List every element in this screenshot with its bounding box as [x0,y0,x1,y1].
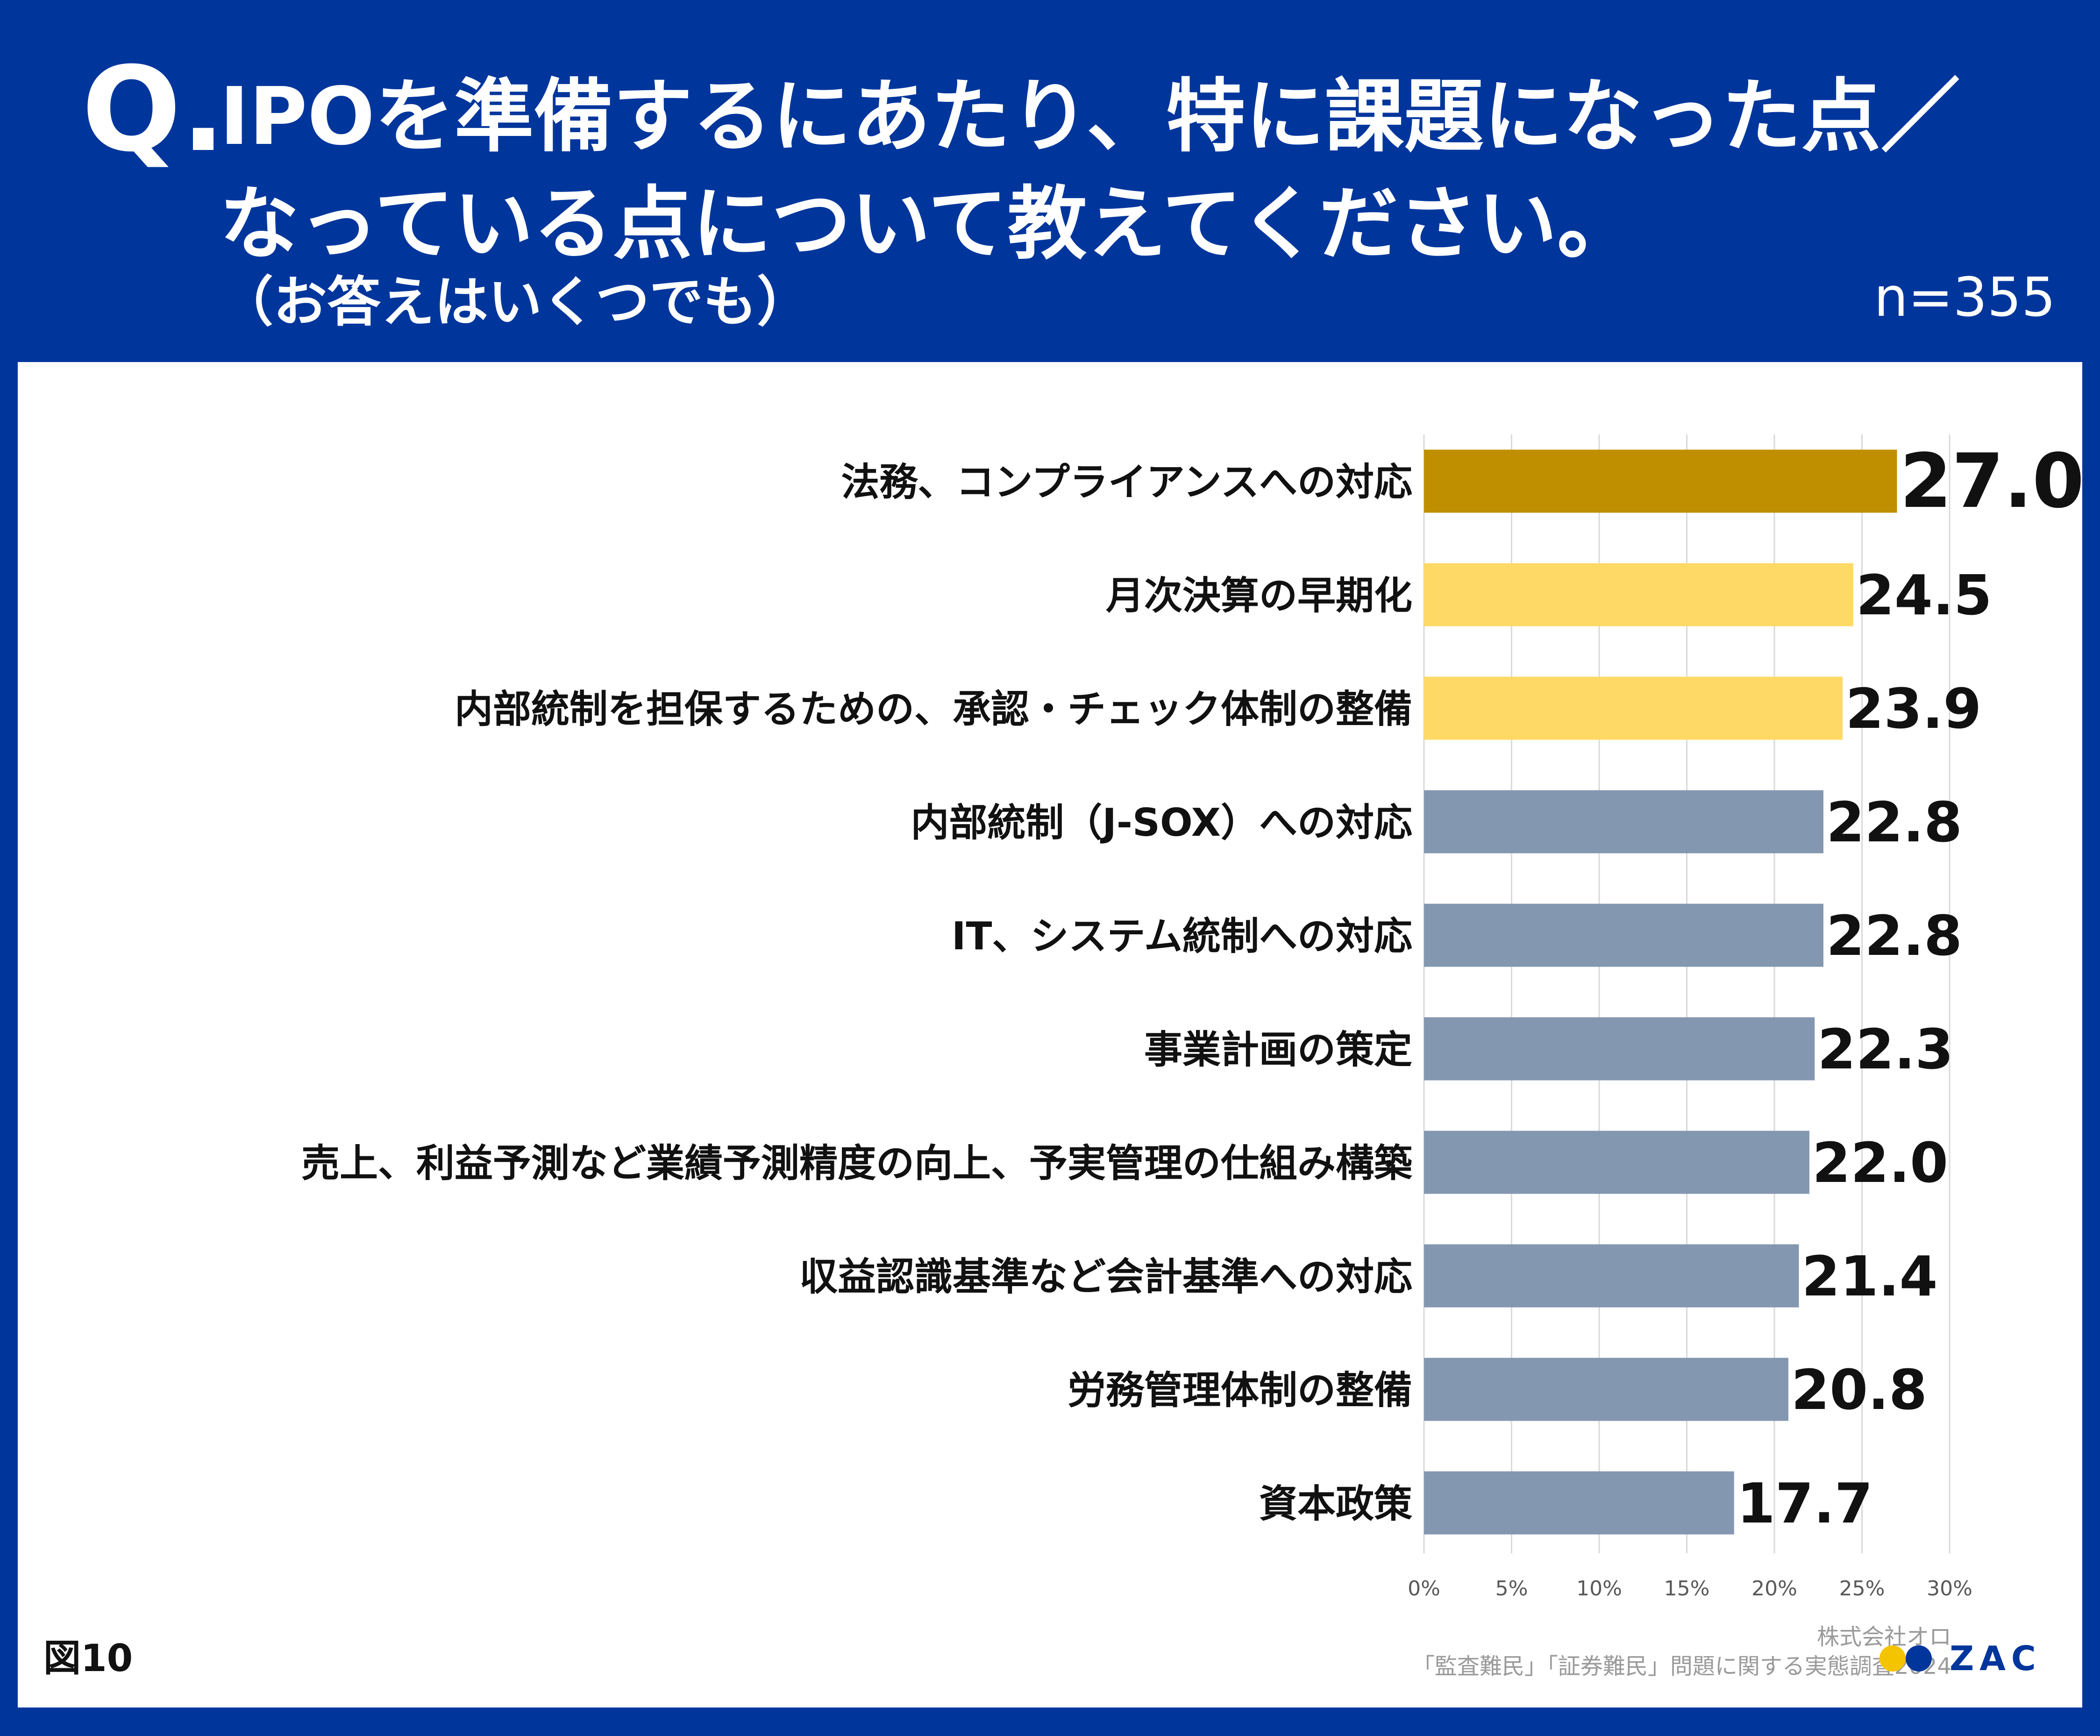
x-tick-label: 5% [1495,1577,1528,1601]
sample-size: n=355 [1874,266,2056,329]
data-label: 22.8 [1826,790,1962,854]
q-mark: Q. [82,42,226,178]
category-label: 内部統制を担保するための、承認・チェック体制の整備 [455,687,1412,732]
question-line-2: なっている点について教えてください。 [220,178,1637,270]
bar [1424,1017,1815,1081]
survey-credit: 「監査難民」「証券難民」問題に関する実態調査2024 [1412,1653,1951,1679]
question-header: Q. IPOを準備するにあたり、特に課題になった点／ なっている点について教えて… [0,0,2100,360]
logo-blue-dot [1906,1645,1932,1672]
category-label: 月次決算の早期化 [1106,574,1412,618]
data-label: 22.3 [1817,1017,1953,1081]
category-label: 資本政策 [1259,1482,1412,1526]
x-tick-label: 25% [1839,1577,1885,1601]
data-label: 24.5 [1856,563,1992,627]
bar [1424,904,1823,967]
data-label: 17.7 [1737,1471,1873,1536]
chart-panel: 0% 5% 10% 15% 20% 25% 30% 法務、コンプライアンスへの対応 27.0 月次… [18,362,2082,1708]
bar [1424,1244,1799,1308]
x-tick-label: 10% [1576,1577,1622,1601]
bar [1424,1131,1809,1194]
x-tick-label: 20% [1751,1577,1797,1601]
zac-logo: ZAC [1879,1640,2066,1677]
category-label: 収益認識基準など会計基準への対応 [799,1255,1412,1299]
bar [1424,1471,1734,1535]
data-label: 27.0 [1900,437,2083,525]
x-tick-label: 30% [1927,1577,1972,1601]
bar [1424,790,1823,854]
data-label: 21.4 [1802,1244,1938,1309]
data-label: 20.8 [1791,1358,1927,1422]
question-line-1: IPOを準備するにあたり、特に課題になった点／ [220,71,1960,163]
bar [1424,676,1843,740]
logo-yellow-dot [1879,1645,1906,1672]
data-label: 22.8 [1826,904,1962,968]
company-credit: 株式会社オロ [1816,1624,1951,1650]
data-label: 23.9 [1845,676,1981,741]
figure-label: 図10 [43,1636,133,1680]
bar-chart: 0% 5% 10% 15% 20% 25% 30% 法務、コンプライアンスへの対応 27.0 月次… [301,434,2083,1601]
bar [1424,1358,1788,1421]
category-label: 内部統制（J-SOX）への対応 [911,801,1412,845]
question-note: （お答えはいくつでも） [220,271,811,334]
bar [1424,449,1897,513]
x-tick-label: 0% [1408,1577,1440,1601]
bar [1424,563,1853,626]
category-label: IT、システム統制への対応 [952,914,1412,959]
category-label: 法務、コンプライアンスへの対応 [841,460,1412,505]
category-label: 労務管理体制の整備 [1068,1368,1412,1413]
logo-text: ZAC [1950,1639,2042,1678]
x-tick-label: 15% [1664,1577,1710,1601]
category-label: 事業計画の策定 [1144,1028,1412,1072]
data-label: 22.0 [1812,1131,1948,1195]
category-label: 売上、利益予測など業績予測精度の向上、予実管理の仕組み構築 [301,1141,1413,1186]
